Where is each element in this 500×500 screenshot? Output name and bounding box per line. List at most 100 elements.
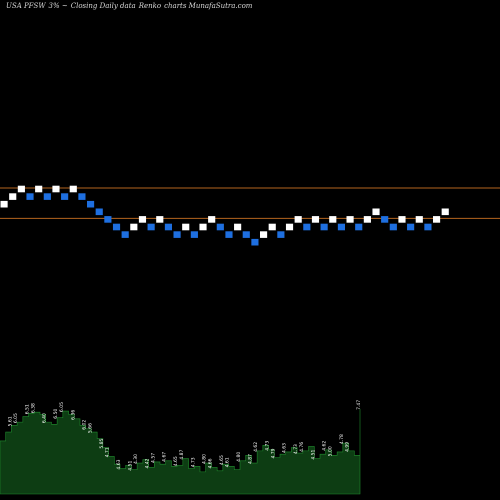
volume-label: 4.78	[339, 434, 345, 444]
volume-label: 4.79	[270, 448, 276, 458]
volume-label: 5.85	[99, 438, 105, 448]
volume-label: 4.62	[322, 441, 328, 451]
volume-area	[0, 408, 361, 495]
chart-kind-label: Renko	[138, 2, 162, 10]
volume-label: 4.57	[150, 453, 156, 463]
renko-brick-down	[26, 193, 34, 200]
renko-brick-down	[337, 223, 345, 231]
renko-brick-up	[372, 208, 380, 216]
renko-brick-down	[216, 223, 224, 231]
renko-brick-up	[433, 216, 441, 223]
volume-label: 6.40	[42, 413, 48, 423]
volume-label: 6.50	[53, 409, 59, 419]
volume-label: 4.67	[162, 452, 168, 462]
volume-label: 4.51	[310, 449, 316, 459]
renko-brick-down	[61, 193, 69, 200]
volume-label: 4.65	[219, 455, 225, 465]
volume-panel: 5.475.61 6.056.51 6.386.40 6.506.056.366.02…	[0, 400, 362, 495]
renko-brick-down	[242, 231, 250, 238]
volume-label: 6.36	[70, 410, 76, 420]
source-label: charts MunafaSutra.com	[164, 2, 253, 10]
renko-brick-down	[147, 223, 155, 231]
volume-label: 4.80	[236, 452, 242, 462]
volume-label: 4.62	[253, 442, 259, 452]
renko-brick-down	[95, 208, 103, 216]
volume-label: 6.05	[13, 413, 19, 423]
volume-label: 6.05	[59, 402, 65, 412]
volume-label: 4.80	[202, 454, 208, 464]
volume-label: 4.99	[345, 442, 351, 452]
renko-brick-down	[164, 223, 172, 231]
volume-label: 5.61	[7, 416, 13, 426]
renko-brick-up	[156, 216, 164, 223]
renko-brick-down	[355, 223, 363, 231]
volume-label: 4.71	[105, 447, 111, 457]
volume-label: 6.02	[82, 420, 88, 430]
renko-brick-up	[294, 216, 302, 223]
renko-brick-up	[441, 208, 449, 216]
volume-label: 4.73	[190, 457, 196, 467]
renko-brick-up	[69, 185, 77, 193]
renko-brick-up	[35, 185, 43, 193]
renko-brick-down	[407, 223, 415, 231]
renko-brick-up	[9, 193, 17, 200]
description-label: Closing Daily data	[70, 2, 136, 10]
renko-brick-down	[277, 231, 285, 238]
renko-brick-up	[199, 223, 207, 231]
renko-brick-up	[17, 185, 25, 193]
renko-brick-down	[225, 231, 233, 238]
renko-brick-up	[285, 223, 294, 231]
volume-label: 5.66	[87, 423, 93, 433]
renko-bricks	[0, 185, 449, 246]
volume-label: 4.66	[207, 458, 213, 468]
volume-label: 4.63	[282, 443, 288, 453]
volume-label: 4.42	[145, 458, 151, 468]
renko-brick-up	[415, 216, 423, 223]
volume-label: 4.87	[247, 454, 253, 464]
volume-label: 4.30	[133, 454, 139, 464]
renko-brick-down	[43, 193, 51, 200]
renko-brick-down	[381, 216, 389, 223]
renko-brick-down	[121, 231, 129, 238]
volume-label: 5.47	[0, 432, 2, 442]
volume-label: 5.00	[327, 446, 333, 456]
renko-brick-up	[182, 223, 190, 231]
volume-label: 4.65	[173, 456, 179, 466]
renko-brick-down	[251, 238, 259, 246]
volume-label: 4.76	[299, 442, 305, 452]
renko-brick-down	[78, 193, 86, 200]
renko-brick-up	[234, 223, 242, 231]
change-label: 3% ~	[48, 2, 68, 10]
volume-label: 4.87	[179, 449, 185, 459]
renko-brick-up	[346, 216, 354, 223]
renko-brick-down	[190, 231, 198, 238]
volume-label: 4.73	[293, 444, 299, 454]
renko-brick-up	[138, 216, 147, 223]
volume-label: 4.73	[265, 441, 271, 451]
renko-brick-up	[208, 216, 216, 223]
renko-brick-down	[303, 223, 311, 231]
ticker-label: USA PFSW	[6, 2, 46, 10]
volume-label: 4.63	[116, 459, 122, 469]
level-lines	[0, 187, 500, 219]
renko-brick-down	[112, 223, 121, 231]
renko-brick-up	[268, 223, 276, 231]
renko-brick-down	[104, 216, 112, 223]
renko-brick-up	[311, 216, 320, 223]
renko-brick-up	[260, 231, 268, 238]
renko-brick-down	[320, 223, 328, 231]
renko-brick-down	[424, 223, 432, 231]
volume-label: 6.38	[30, 403, 36, 413]
renko-brick-up	[363, 216, 371, 223]
volume-label: 4.61	[225, 457, 231, 467]
renko-brick-up	[398, 216, 406, 223]
chart-header: USA PFSW 3% ~ Closing Daily data Renko chart…	[6, 2, 494, 14]
renko-brick-down	[87, 200, 95, 208]
renko-brick-up	[52, 185, 60, 193]
renko-brick-up	[329, 216, 337, 223]
volume-label: 7.47	[356, 400, 362, 410]
volume-label: 6.51	[25, 404, 31, 414]
renko-brick-up	[130, 223, 138, 231]
renko-brick-down	[173, 231, 181, 238]
